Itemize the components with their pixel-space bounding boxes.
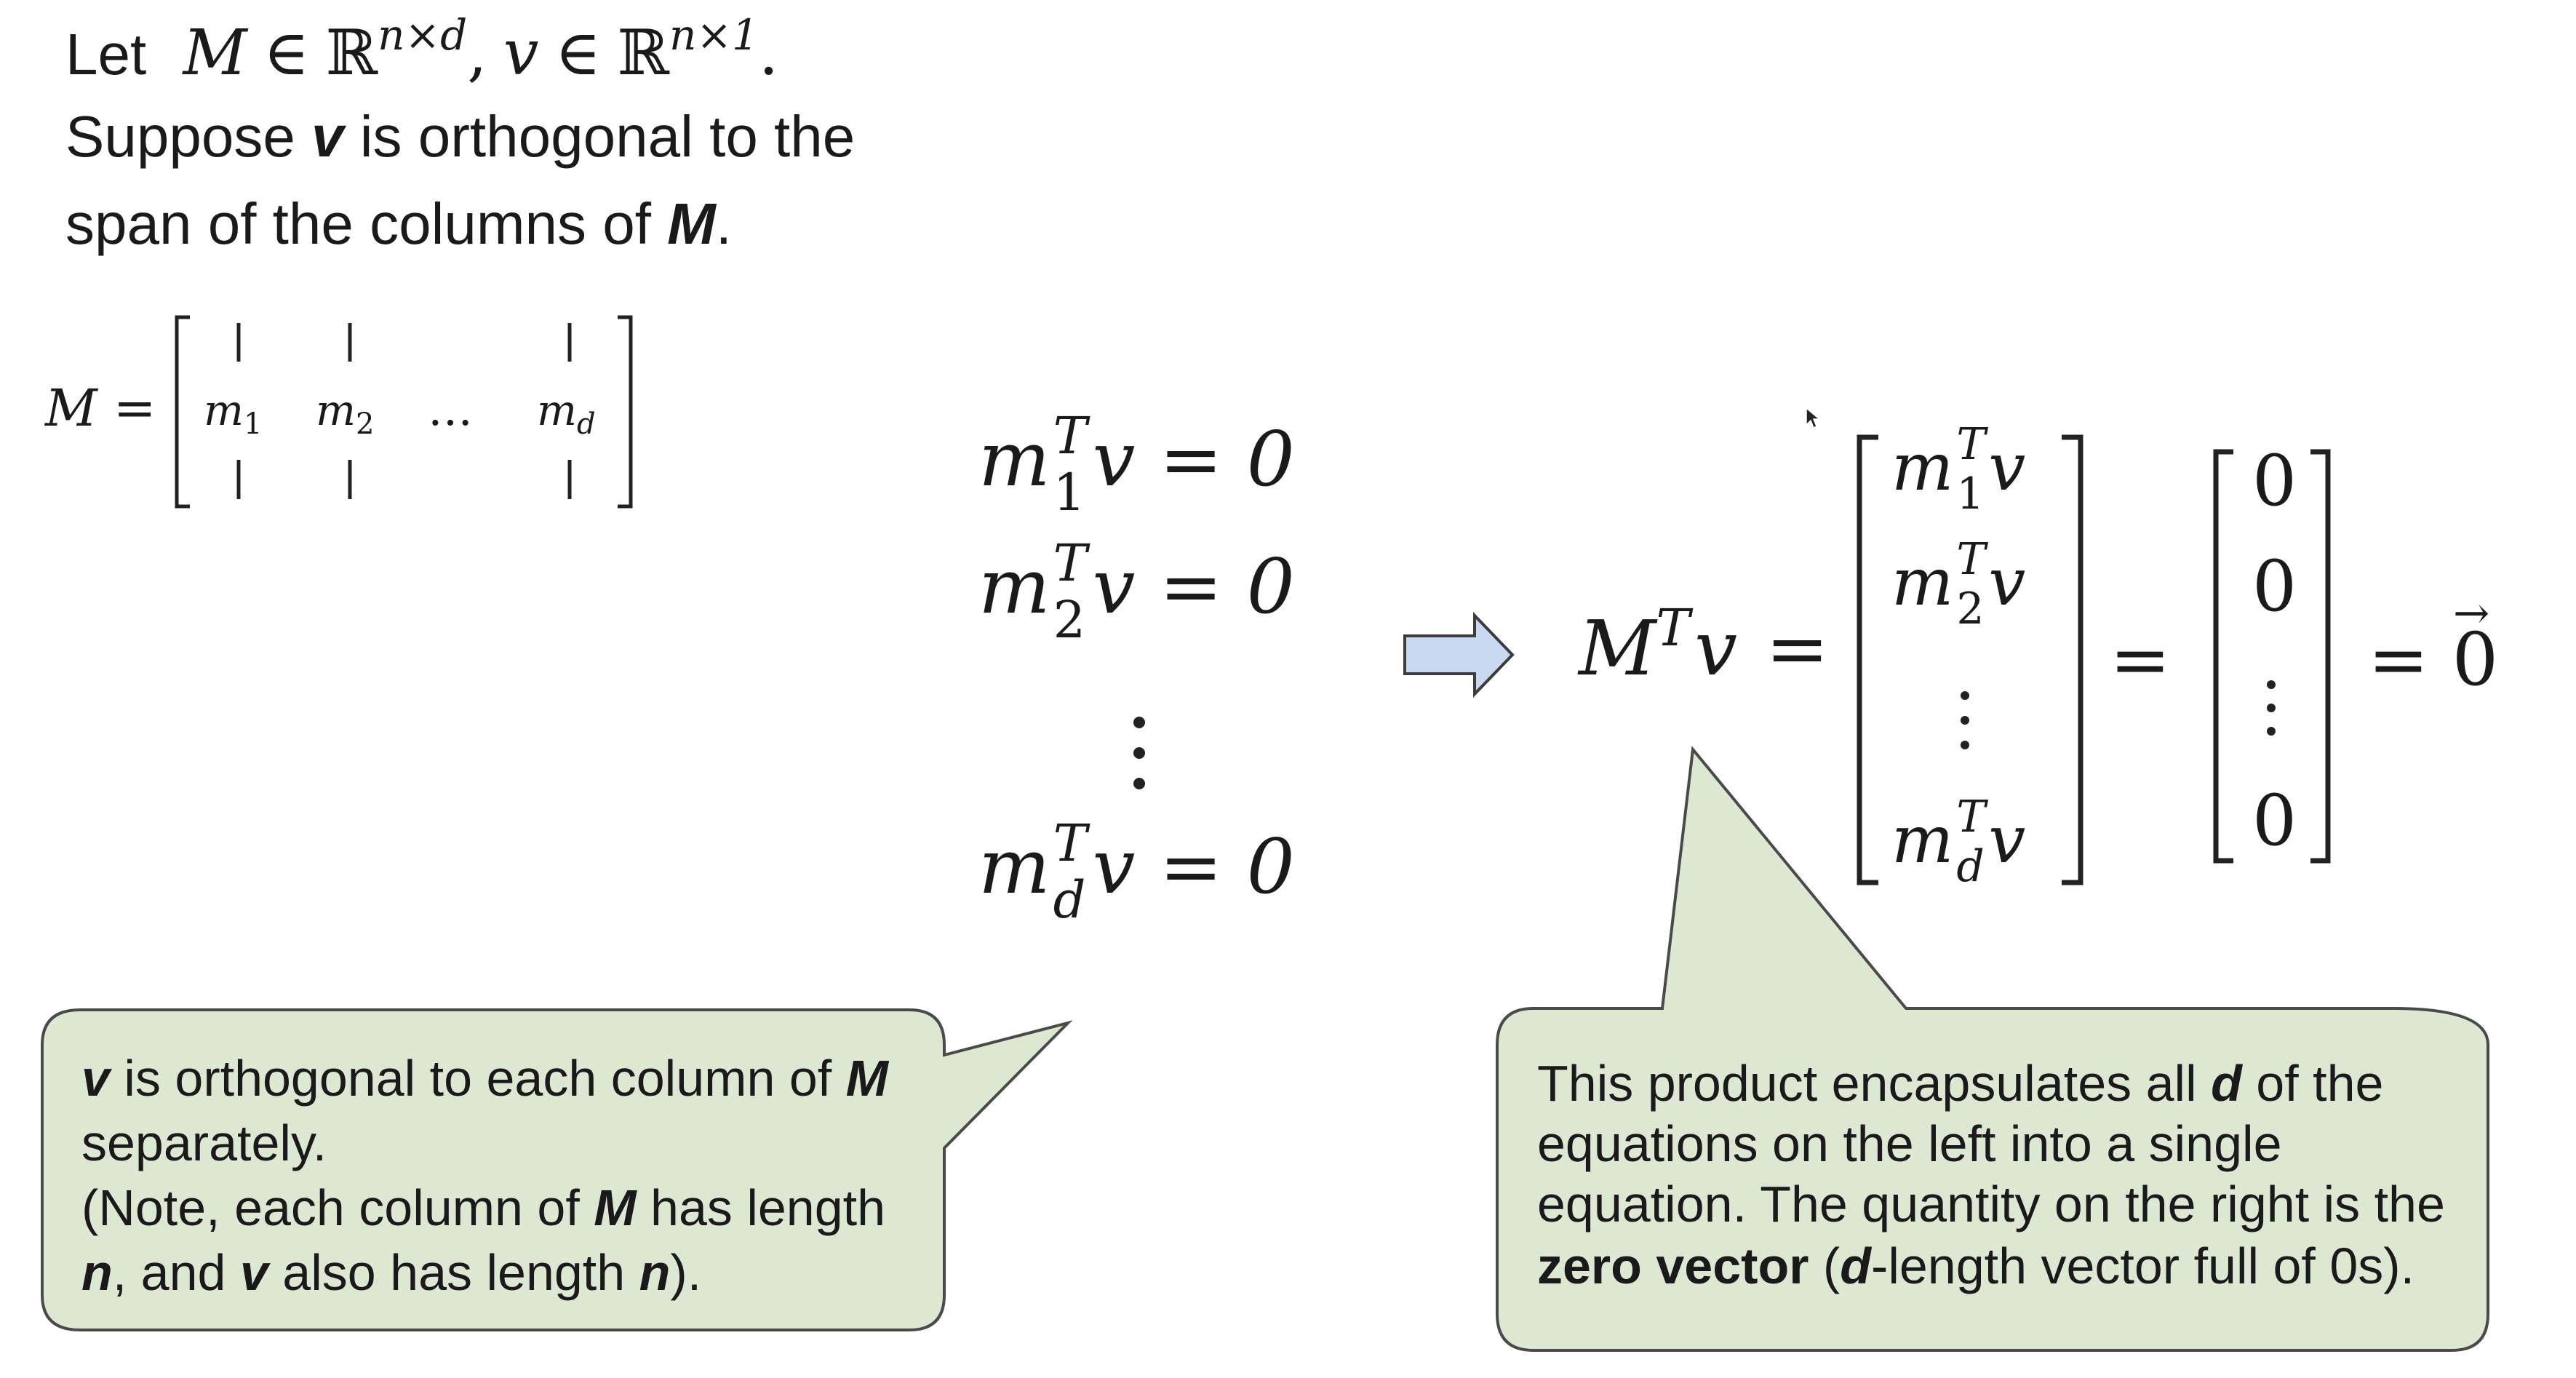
mouse-cursor-icon xyxy=(1806,407,1822,429)
intro-period: . xyxy=(758,17,779,89)
zero-entry-n: 0 xyxy=(2252,780,2297,861)
matrix-lhs: M = xyxy=(45,378,156,438)
matrix-lhs-text: M = xyxy=(45,378,156,438)
zero-vector-arrow-icon: → xyxy=(2453,588,2490,639)
intro-matrix-m: M xyxy=(183,17,247,89)
intro-reals-2: ℝ xyxy=(617,17,670,89)
zero-vector-result: = 0 xyxy=(2368,617,2499,702)
intro-orthogonal-text: is orthogonal to the xyxy=(343,104,856,169)
callout-right-line-2: equations on the left into a single xyxy=(1537,1115,2282,1172)
matrix-col-1: m1 xyxy=(204,386,263,441)
callout-right-line-1: This product encapsulates all d of the xyxy=(1537,1055,2384,1112)
intro-vector-v: v xyxy=(503,17,539,89)
matrix-col-d: md xyxy=(537,386,596,441)
callout-right-text: This product encapsulates all d of the e… xyxy=(1537,1051,2445,1299)
intro-m-bold: M xyxy=(667,191,716,256)
zero-entry-vdots xyxy=(2267,680,2276,736)
callout-right-shape xyxy=(1496,746,2489,1352)
matrix-brackets xyxy=(175,315,633,509)
zero-entry-1: 0 xyxy=(2252,440,2297,522)
intro-suppose: Suppose xyxy=(65,104,312,169)
intro-v-bold: v xyxy=(311,104,344,169)
intro-let: Let xyxy=(65,22,147,87)
intro-line-1: Let M ∈ ℝn×d, v ∈ ℝn×1. xyxy=(65,14,778,87)
equation-vdots xyxy=(1133,717,1145,789)
callout-left-line-1: v is orthogonal to each column of M xyxy=(81,1050,888,1107)
product-entry-vdots xyxy=(1961,691,1969,749)
product-lhs: MTv = xyxy=(1579,598,1830,693)
intro-period-2: . xyxy=(715,191,733,256)
intro-reals: ℝ xyxy=(325,17,378,89)
intro-in-symbol-2: ∈ xyxy=(554,17,602,89)
intro-dim-v: n×1 xyxy=(669,10,759,60)
callout-left-shape xyxy=(41,1008,1073,1331)
callout-right-line-3: equation. The quantity on the right is t… xyxy=(1537,1176,2445,1232)
callout-left-line-4: n, and v also has length n). xyxy=(81,1244,702,1301)
matrix-col-2: m2 xyxy=(316,386,375,441)
intro-line-2: Suppose v is orthogonal to the xyxy=(65,108,855,166)
callout-left-text: v is orthogonal to each column of M sepa… xyxy=(81,1046,888,1305)
intro-line-3: span of the columns of M. xyxy=(65,195,732,253)
implies-arrow-icon xyxy=(1403,612,1515,698)
zero-entry-2: 0 xyxy=(2252,546,2297,627)
product-vector-brackets xyxy=(1857,434,2083,885)
intro-dim-m: n×d xyxy=(378,10,468,60)
callout-left-line-3: (Note, each column of M has length xyxy=(81,1179,886,1236)
callout-right-line-4: zero vector (d-length vector full of 0s)… xyxy=(1537,1238,2415,1294)
zero-vector-brackets xyxy=(2213,449,2331,864)
callout-left-line-2: separately. xyxy=(81,1115,327,1171)
product-equals-2: = xyxy=(2110,617,2171,702)
intro-in-symbol: ∈ xyxy=(263,17,310,89)
intro-comma: , xyxy=(467,17,487,89)
intro-span-text: span of the columns of xyxy=(65,191,668,256)
matrix-ellipsis: … xyxy=(428,383,473,436)
